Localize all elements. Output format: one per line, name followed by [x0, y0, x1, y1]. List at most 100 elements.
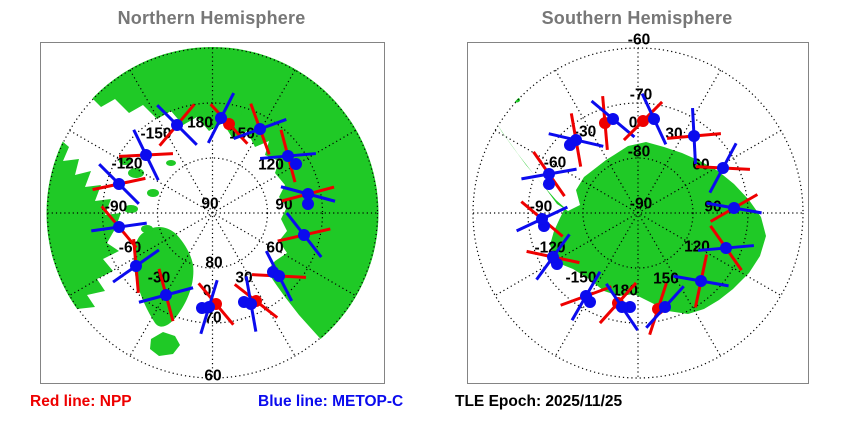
metopc-position-dot	[254, 123, 266, 135]
metopc-position-dot	[273, 270, 285, 282]
longitude-label: 30	[235, 270, 252, 287]
satellite-marker	[548, 113, 604, 167]
land-shape	[150, 332, 180, 356]
metopc-position-dot	[688, 130, 700, 142]
longitude-label: 180	[187, 115, 213, 132]
land-shape	[133, 227, 194, 327]
metopc-position-dot	[282, 150, 294, 162]
satellite-marker	[259, 129, 317, 183]
metopc-position-dot	[536, 213, 548, 225]
latitude-label: -80	[628, 144, 650, 161]
longitude-label: -60	[544, 155, 566, 172]
island-shape	[124, 205, 138, 213]
meridian-spoke	[69, 129, 356, 297]
satellite-marker	[645, 282, 685, 336]
north-title: Northern Hemisphere	[117, 8, 306, 28]
satellite-marker	[277, 212, 331, 258]
metopc-position-dot	[570, 134, 582, 146]
satellite-marker	[138, 268, 194, 322]
satellite-marker	[697, 225, 755, 271]
npp-position-dot	[637, 115, 649, 127]
satellite-marker	[92, 163, 146, 205]
land-shape	[497, 124, 766, 314]
metopc-position-dot	[659, 301, 671, 313]
satellite-marker	[280, 185, 336, 210]
metopc-position-dot	[245, 298, 257, 310]
graticule	[46, 47, 379, 379]
metopc-position-dot	[215, 112, 227, 124]
longitude-label: -90	[530, 199, 552, 216]
legend-blue-metopc: Blue line: METOP-C	[258, 393, 404, 410]
satellite-marker	[526, 233, 580, 281]
satellite-marker	[666, 107, 722, 165]
longitude-label: -120	[111, 156, 142, 173]
island-shape	[147, 189, 159, 197]
longitude-label: 60	[266, 240, 283, 257]
metopc-position-dot	[203, 301, 215, 313]
latitude-label: -70	[630, 87, 652, 104]
satellite-marker	[251, 250, 307, 302]
south-title: Southern Hemisphere	[541, 8, 733, 28]
satellite-marker	[598, 281, 639, 332]
latitude-label: -60	[628, 32, 650, 49]
metopc-position-dot	[171, 119, 183, 131]
metopc-position-dot	[580, 290, 592, 302]
longitude-label: 90	[704, 199, 721, 216]
tle-epoch: TLE Epoch: 2025/11/25	[455, 393, 623, 410]
metopc-position-dot	[616, 301, 628, 313]
island-shape	[141, 225, 153, 233]
longitude-label: -30	[148, 270, 170, 287]
island-shape	[232, 110, 242, 116]
metopc-position-dot	[302, 188, 314, 200]
satellite-marker	[673, 254, 729, 308]
metopc-position-dot	[607, 113, 619, 125]
satellite-marker	[233, 103, 287, 155]
north-plot: 90807060180-150150-120120-9090-6060-3030…	[40, 42, 385, 385]
satellite-marker	[590, 95, 636, 151]
metopc-position-dot	[290, 158, 302, 170]
satellite-marker	[706, 193, 762, 223]
latitude-label: 60	[204, 368, 221, 385]
satellite-marker	[515, 200, 569, 238]
metopc-position-dot	[728, 202, 740, 214]
north-polar-map: 90807060180-150150-120120-9090-6060-3030…	[46, 47, 379, 385]
satellite-marker	[695, 142, 751, 194]
metopc-position-dot	[130, 260, 142, 272]
metopc-position-dot	[140, 149, 152, 161]
satellite-marker	[622, 92, 668, 146]
longitude-label: 120	[684, 239, 710, 256]
satellite-marker	[118, 129, 174, 181]
longitude-label: -90	[105, 199, 127, 216]
legend-red-npp: Red line: NPP	[30, 393, 132, 410]
metopc-position-dot	[720, 242, 732, 254]
land-shape	[46, 47, 379, 377]
longitude-label: -150	[565, 270, 596, 287]
latitude-label: 70	[204, 310, 221, 327]
longitude-label: 150	[653, 271, 679, 288]
metopc-position-dot	[695, 275, 707, 287]
metopc-position-dot	[648, 113, 660, 125]
satellite-marker	[91, 205, 147, 249]
metopc-position-dot	[298, 229, 310, 241]
island-shape	[489, 107, 495, 111]
longitude-label: 120	[258, 157, 284, 174]
island-shape	[166, 160, 176, 166]
metopc-position-dot	[160, 289, 172, 301]
metopc-position-dot	[543, 178, 555, 190]
satellite-marker	[112, 238, 160, 294]
island-shape	[119, 157, 131, 165]
south-polar-map: -60-70-80-90030-3060-6090-90120-120150-1…	[472, 32, 804, 379]
metopc-position-dot	[113, 221, 125, 233]
metopc-position-dot	[113, 178, 125, 190]
meridian-spoke	[494, 129, 782, 297]
latitude-label: 90	[201, 196, 218, 213]
satellite-marker	[156, 103, 198, 147]
latitude-label: 80	[205, 255, 222, 272]
satellite-marker	[233, 276, 279, 332]
satellite-marker	[196, 279, 235, 335]
metopc-position-dot	[547, 251, 559, 263]
south-plot: -60 -70 -80 -90 0 30 -30 60 -60 90 -90 120 -120 150 -1…	[467, 32, 809, 384]
island-shape	[514, 97, 520, 103]
metopc-position-dot	[717, 162, 729, 174]
